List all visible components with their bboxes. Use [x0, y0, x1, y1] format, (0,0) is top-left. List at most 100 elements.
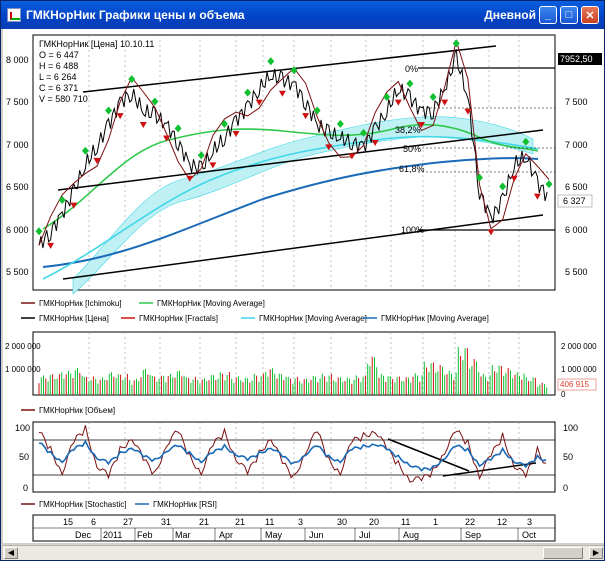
- fractal-down-marker: [533, 193, 541, 200]
- fractal-down-marker: [116, 113, 124, 120]
- volume-tick-1m: 1 000 000: [5, 365, 41, 374]
- date-day-label: 6: [91, 517, 96, 527]
- fractal-up-marker: [35, 227, 43, 236]
- fractal-up-marker: [290, 66, 298, 75]
- date-month-labels: Dec 2011 Feb Mar Apr May Jun Jul Aug Sep Oct: [75, 528, 537, 541]
- fractal-down-marker: [93, 157, 101, 164]
- date-month-label: Mar: [175, 530, 191, 540]
- fractal-up-marker: [336, 119, 344, 128]
- fractal-down-marker: [163, 135, 170, 142]
- date-day-label: 3: [298, 517, 303, 527]
- price-rtick-7000: 7 000: [565, 140, 588, 150]
- date-month-label: Dec: [75, 530, 92, 540]
- chart-canvas[interactable]: ГМКНорНик [Цена] 10.10.11 O = 6 447 H = …: [3, 29, 604, 543]
- osc-left-axis: 100 50 0: [15, 423, 30, 493]
- fractal-down-marker: [255, 99, 263, 106]
- date-month-label: Jun: [309, 530, 324, 540]
- fractal-down-marker: [47, 242, 55, 249]
- date-day-label: 11: [401, 517, 410, 527]
- fractal-up-marker: [545, 180, 553, 189]
- close-button[interactable]: ✕: [581, 6, 599, 24]
- scroll-left-arrow[interactable]: ◀: [4, 547, 18, 559]
- osc-trend-line-up: [442, 462, 537, 477]
- fractal-up-marker: [105, 106, 113, 115]
- fractal-up-marker: [58, 195, 66, 204]
- top-price-badge: [558, 53, 602, 65]
- fractal-down-marker: [209, 162, 217, 169]
- fractal-up-marker: [360, 128, 368, 137]
- date-day-label: 31: [161, 517, 171, 527]
- trend-line-lower: [62, 214, 544, 280]
- fractal-down-marker: [510, 175, 518, 182]
- osc-tick-0: 0: [23, 483, 28, 493]
- fractal-up-marker: [313, 106, 321, 115]
- fractal-down-marker: [70, 202, 78, 209]
- osc-tick-100: 100: [15, 423, 30, 433]
- period-label[interactable]: Дневной: [484, 8, 536, 22]
- legend-stochastic: ГМКНорНик [Stochastic]: [39, 500, 126, 509]
- price-left-axis: 8 000 7 500 7 000 6 500 6 000 5 500: [6, 55, 29, 277]
- volume-tick-2m: 2 000 000: [5, 342, 41, 351]
- fractal-up-marker: [475, 173, 483, 182]
- scroll-right-arrow[interactable]: ▶: [589, 547, 603, 559]
- fractal-down-marker: [278, 90, 286, 97]
- fractal-up-marker: [429, 93, 437, 102]
- trend-line-upper: [82, 45, 497, 93]
- date-day-label: 12: [497, 517, 507, 527]
- price-tick-7500: 7 500: [6, 97, 29, 107]
- legend-fractals: ГМКНорНик [Fractals]: [139, 314, 218, 323]
- info-open: O = 6 447: [39, 50, 79, 60]
- price-series: [38, 49, 548, 249]
- fib-label-61: 61,8%: [399, 164, 425, 174]
- volume-last-badge: [557, 378, 597, 391]
- price-rtick-6500: 6 500: [565, 182, 588, 192]
- price-plot: [35, 39, 555, 295]
- fractal-down-marker: [464, 108, 472, 115]
- volume-rtick-1m: 1 000 000: [561, 365, 597, 374]
- date-day-label: 3: [527, 517, 532, 527]
- fractal-down-marker: [394, 99, 402, 106]
- info-high: H = 6 488: [39, 61, 78, 71]
- osc-tick-50: 50: [19, 452, 29, 462]
- date-day-label: 22: [465, 517, 475, 527]
- date-month-label: Aug: [403, 530, 419, 540]
- stochastic-series: [38, 425, 547, 483]
- date-day-label: 21: [199, 517, 209, 527]
- date-day-label: 1: [433, 517, 438, 527]
- volume-last-text: 406 915: [560, 380, 589, 389]
- fractal-up-marker: [522, 137, 530, 146]
- horizontal-scrollbar[interactable]: ◀ ▶: [3, 545, 604, 560]
- fractal-down-marker: [348, 153, 356, 160]
- rsi-line-path: [38, 439, 547, 472]
- fractal-markers: [35, 39, 553, 249]
- chart-area[interactable]: ГМКНорНик [Цена] 10.10.11 O = 6 447 H = …: [3, 29, 604, 543]
- osc-trend-line-down: [387, 438, 470, 472]
- fib-label-50: 50%: [403, 144, 421, 154]
- fractal-up-marker: [197, 151, 205, 160]
- fib-label-38: 38,2%: [395, 125, 421, 135]
- price-tick-5500: 5 500: [6, 267, 29, 277]
- fractal-up-marker: [81, 146, 89, 155]
- fractal-up-marker: [406, 79, 414, 88]
- fractal-up-marker: [151, 97, 159, 106]
- info-volume: V = 580 710: [39, 94, 88, 104]
- scroll-thumb[interactable]: [543, 547, 583, 559]
- maximize-button[interactable]: □: [560, 6, 578, 24]
- legend-ichimoku: ГМКНорНик [Ichimoku]: [39, 299, 122, 308]
- osc-legend: ГМКНорНик [Stochastic] ГМКНорНик [RSI]: [21, 500, 217, 509]
- fractal-down-marker: [232, 131, 240, 137]
- title-bar[interactable]: ГМКНорНик Графики цены и объема Дневной …: [1, 1, 604, 29]
- osc-rtick-100: 100: [563, 423, 578, 433]
- price-tick-7000: 7 000: [6, 140, 29, 150]
- fractal-down-marker: [186, 175, 194, 182]
- minimize-button[interactable]: _: [539, 6, 557, 24]
- date-day-label: 21: [235, 517, 245, 527]
- fractal-down-marker: [487, 229, 495, 236]
- legend-price: ГМКНорНик [Цена]: [39, 314, 109, 323]
- legend-volume: ГМКНорНик [Объем]: [39, 406, 115, 415]
- volume-rtick-2m: 2 000 000: [561, 342, 597, 351]
- fractal-up-marker: [267, 57, 275, 66]
- fib-label-0: 0%: [405, 64, 418, 74]
- legend-rsi: ГМКНорНик [RSI]: [153, 500, 217, 509]
- fractal-up-marker: [128, 75, 136, 84]
